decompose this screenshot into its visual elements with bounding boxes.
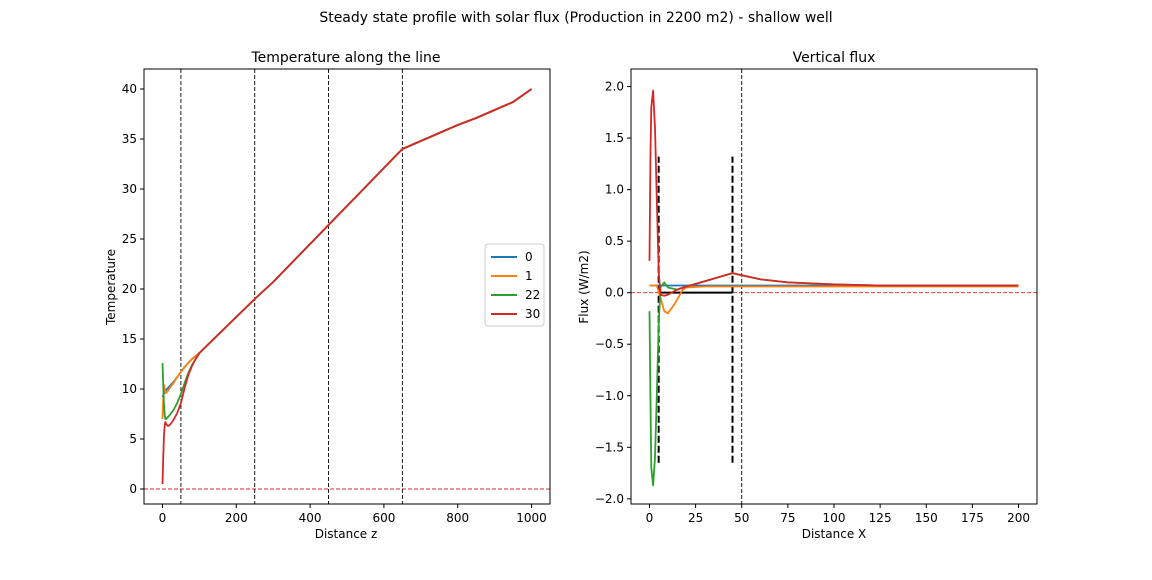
temperature-series-0 (161, 88, 533, 398)
temperature-ytick-label: 0 (129, 482, 137, 496)
flux-ytick-label: −1.5 (595, 440, 624, 454)
temperature-ytick-label: 30 (122, 182, 137, 196)
figure-title: Steady state profile with solar flux (Pr… (319, 10, 832, 26)
temperature-chart-title: Temperature along the line (250, 50, 440, 66)
flux-xtick-label: 0 (646, 511, 654, 525)
legend: 0 1 22 30 (484, 243, 545, 327)
flux-xtick-label: 50 (734, 511, 749, 525)
temperature-ytick-label: 5 (129, 432, 137, 446)
flux-ytick-label: −0.5 (595, 337, 624, 351)
flux-xtick-label: 100 (823, 511, 846, 525)
flux-ytick-label: 1.0 (605, 183, 624, 197)
flux-xtick-label: 200 (1007, 511, 1030, 525)
flux-chart-xlabel: Distance X (802, 527, 867, 541)
flux-chart-title: Vertical flux (793, 50, 876, 66)
flux-ytick-label: 0.0 (605, 286, 624, 300)
legend-box (484, 243, 545, 327)
flux-ytick-label: −2.0 (595, 492, 624, 506)
flux-series-1 (649, 284, 1019, 315)
temperature-xtick-label: 400 (299, 511, 322, 525)
flux-ytick-label: 2.0 (605, 80, 624, 94)
flux-xtick-label: 75 (780, 511, 795, 525)
temperature-series-22 (161, 88, 533, 420)
temperature-ytick-label: 15 (122, 332, 137, 346)
temperature-series-30 (161, 88, 533, 485)
flux-xtick-label: 175 (961, 511, 984, 525)
flux-xtick-label: 150 (915, 511, 938, 525)
temperature-chart: Temperature along the line Distance z Te… (104, 50, 551, 541)
flux-xtick-label: 125 (869, 511, 892, 525)
temperature-chart-xlabel: Distance z (315, 527, 378, 541)
legend-label-1: 1 (525, 269, 533, 283)
temperature-xtick-label: 600 (372, 511, 395, 525)
temperature-ytick-label: 25 (122, 232, 137, 246)
temperature-ytick-label: 40 (122, 82, 137, 96)
temperature-plot-area (144, 69, 550, 504)
flux-ytick-label: 1.5 (605, 131, 624, 145)
temperature-ytick-label: 35 (122, 132, 137, 146)
temperature-xtick-label: 1000 (516, 511, 547, 525)
legend-label-0: 0 (525, 250, 533, 264)
temperature-ytick-label: 10 (122, 382, 137, 396)
flux-plot-area (631, 69, 1037, 504)
temperature-xtick-label: 0 (159, 511, 167, 525)
flux-ytick-label: −1.0 (595, 389, 624, 403)
flux-series-30 (648, 89, 1019, 297)
legend-label-22: 22 (525, 288, 540, 302)
temperature-xtick-label: 200 (225, 511, 248, 525)
flux-chart-ylabel: Flux (W/m2) (577, 250, 591, 323)
temperature-xtick-label: 800 (446, 511, 469, 525)
flux-xtick-label: 25 (688, 511, 703, 525)
flux-ytick-label: 0.5 (605, 234, 624, 248)
temperature-ytick-label: 20 (122, 282, 137, 296)
flux-series-22 (648, 272, 1019, 487)
temperature-series-1 (161, 88, 533, 420)
flux-chart: Vertical flux Distance X Flux (W/m2) 0 25… (577, 50, 1038, 541)
legend-label-30: 30 (525, 307, 540, 321)
temperature-axes-frame (143, 68, 551, 505)
temperature-chart-ylabel: Temperature (104, 249, 118, 326)
